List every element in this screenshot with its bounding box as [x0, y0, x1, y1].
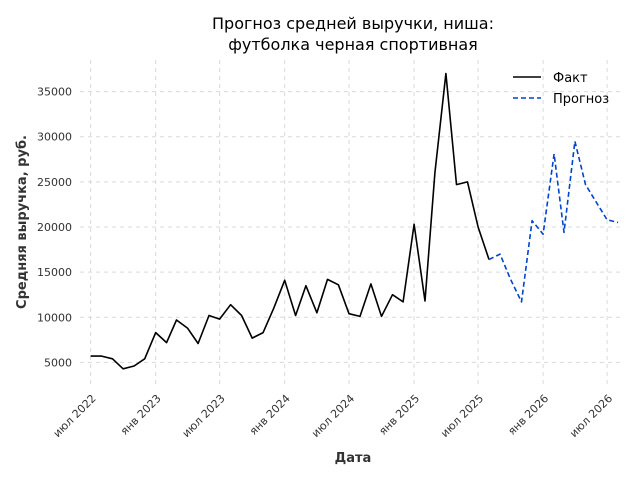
x-tick-label: июл 2023 — [180, 392, 228, 440]
x-tick-label: янв 2026 — [505, 392, 551, 438]
legend-label-fact: Факт — [553, 71, 588, 86]
x-axis-ticks: июл 2022 янв 2023 июл 2023 янв 2024 июл 2024… — [51, 392, 616, 440]
x-tick-label: июл 2026 — [567, 392, 615, 440]
y-tick-label: 15000 — [37, 266, 72, 279]
legend: Факт Прогноз — [513, 71, 609, 107]
y-axis-label: Средняя выручка, руб. — [15, 135, 30, 309]
y-tick-label: 5000 — [44, 356, 72, 369]
y-tick-label: 35000 — [37, 86, 72, 99]
x-tick-label: янв 2024 — [247, 392, 293, 438]
chart-title-line-2: футболка черная спортивная — [228, 35, 478, 54]
chart-title-line-1: Прогноз средней выручки, ниша: — [212, 14, 494, 33]
series-line-forecast — [488, 140, 619, 303]
y-tick-label: 10000 — [37, 311, 72, 324]
series-lines — [90, 72, 619, 370]
x-axis-label: Дата — [335, 451, 372, 466]
y-tick-label: 30000 — [37, 131, 72, 144]
x-tick-label: янв 2025 — [376, 392, 422, 438]
grid — [80, 60, 623, 385]
series-line-fact — [90, 72, 490, 370]
y-tick-label: 20000 — [37, 221, 72, 234]
y-tick-label: 25000 — [37, 176, 72, 189]
x-tick-label: июл 2024 — [309, 392, 357, 440]
legend-label-forecast: Прогноз — [553, 92, 609, 107]
y-axis-ticks: 5000 10000 15000 20000 25000 30000 35000 — [37, 86, 72, 370]
x-tick-label: янв 2023 — [118, 392, 164, 438]
x-tick-label: июл 2025 — [438, 392, 486, 440]
x-tick-label: июл 2022 — [51, 392, 99, 440]
